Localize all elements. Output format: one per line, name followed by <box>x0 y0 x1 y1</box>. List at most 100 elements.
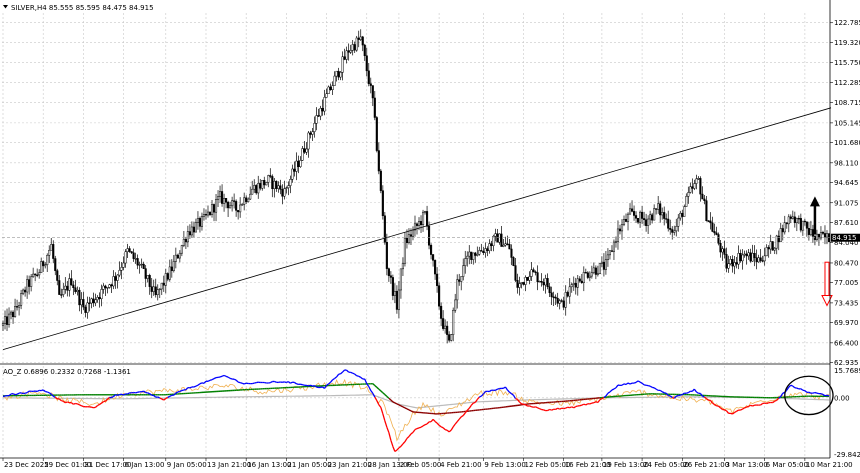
osc-line-blue-red <box>509 391 512 395</box>
candle-body <box>779 228 782 243</box>
candle-body <box>188 231 191 236</box>
candle <box>275 180 278 192</box>
candle <box>468 245 471 265</box>
candle-body <box>442 318 445 329</box>
candle <box>311 128 314 141</box>
candle-body <box>632 211 636 216</box>
osc-line-green <box>390 399 394 403</box>
candle <box>701 186 704 200</box>
candle-body <box>5 316 9 325</box>
candle <box>323 89 326 116</box>
osc-line-blue-red <box>336 373 340 378</box>
osc-line-blue-red <box>65 401 68 404</box>
osc-line-blue-red <box>396 447 400 451</box>
candle-body <box>383 215 386 243</box>
candle-body <box>407 234 411 243</box>
candle <box>675 218 678 237</box>
candle-body <box>647 218 650 226</box>
osc-line-blue-red <box>420 425 424 428</box>
y-tick-label: 105.145 <box>834 119 860 127</box>
candle <box>811 224 814 243</box>
candle <box>202 208 206 221</box>
candle-body <box>456 279 459 301</box>
candle <box>578 276 581 283</box>
osc-line-blue-red <box>718 405 721 409</box>
candle <box>182 230 185 248</box>
triangle-down-icon[interactable] <box>3 5 8 9</box>
osc-line-blue-red <box>392 446 396 452</box>
candle <box>194 218 197 233</box>
candle-body <box>584 272 587 274</box>
candle-body <box>273 180 276 190</box>
candle <box>765 244 768 257</box>
osc-line-blue-red <box>504 386 508 391</box>
osc-line-green <box>388 397 392 401</box>
candle <box>823 225 827 245</box>
candle <box>92 292 95 307</box>
osc-line-blue-red <box>416 427 420 430</box>
candle-body <box>154 286 157 295</box>
osc-line-green <box>404 407 408 410</box>
candle-body <box>552 296 555 298</box>
osc-line-blue-red <box>135 391 138 394</box>
candle <box>428 221 431 250</box>
candle-body <box>393 291 396 296</box>
candle <box>208 211 212 217</box>
candle <box>70 270 73 286</box>
osc-line-blue-red <box>332 377 335 381</box>
candle <box>592 262 595 275</box>
osc-line-blue-red <box>535 406 538 409</box>
osc-line-blue-red <box>702 395 705 398</box>
candle <box>18 301 21 316</box>
candle <box>261 179 264 191</box>
candle <box>401 257 404 276</box>
candle-body <box>731 259 734 267</box>
osc-line-blue-red <box>454 421 458 425</box>
candle <box>216 190 220 207</box>
candle <box>681 209 684 225</box>
osc-line-blue-red <box>448 429 452 433</box>
candle <box>434 259 437 280</box>
osc-tick-label: -29.8424 <box>834 451 860 459</box>
candle-body <box>251 188 254 195</box>
candle <box>271 174 274 198</box>
candle-body <box>18 305 21 308</box>
osc-line-blue-red <box>714 403 717 407</box>
osc-line-blue-red <box>243 382 247 385</box>
candle-body <box>289 178 292 186</box>
candle-body <box>166 273 169 280</box>
osc-line-blue-red <box>671 396 675 399</box>
candle-body <box>377 150 380 172</box>
osc-line-blue-red <box>599 398 603 401</box>
osc-line-blue-red <box>444 429 448 431</box>
osc-line-blue-red <box>195 384 199 387</box>
osc-line-blue-red <box>101 401 104 404</box>
candle-body <box>635 215 638 219</box>
candle <box>693 179 696 191</box>
candle <box>94 293 97 307</box>
candle <box>442 310 445 331</box>
candle <box>743 250 746 258</box>
osc-line-blue-red <box>233 378 237 381</box>
oscillator-header: AO_Z 0.6896 0.2332 0.7268 -1.1361 <box>3 368 131 376</box>
candle-body <box>683 206 686 217</box>
candle <box>775 234 778 255</box>
candle <box>96 295 99 303</box>
candle-body <box>761 260 764 262</box>
candle-body <box>164 273 167 286</box>
x-tick-label: 23 Dec 2025 <box>4 461 49 469</box>
candle-body <box>600 261 603 264</box>
candle <box>241 202 244 206</box>
osc-line-blue-red <box>384 420 388 428</box>
candle <box>118 261 121 278</box>
candle-body <box>624 219 628 222</box>
osc-line-blue-red <box>97 403 100 407</box>
osc-line-blue-red <box>724 409 727 412</box>
candle <box>739 249 742 263</box>
candle <box>313 116 316 138</box>
candle-body <box>357 37 360 40</box>
candle-body <box>687 192 690 197</box>
candle-body <box>576 278 579 288</box>
candle <box>645 213 648 232</box>
osc-line-blue-red <box>822 393 826 397</box>
